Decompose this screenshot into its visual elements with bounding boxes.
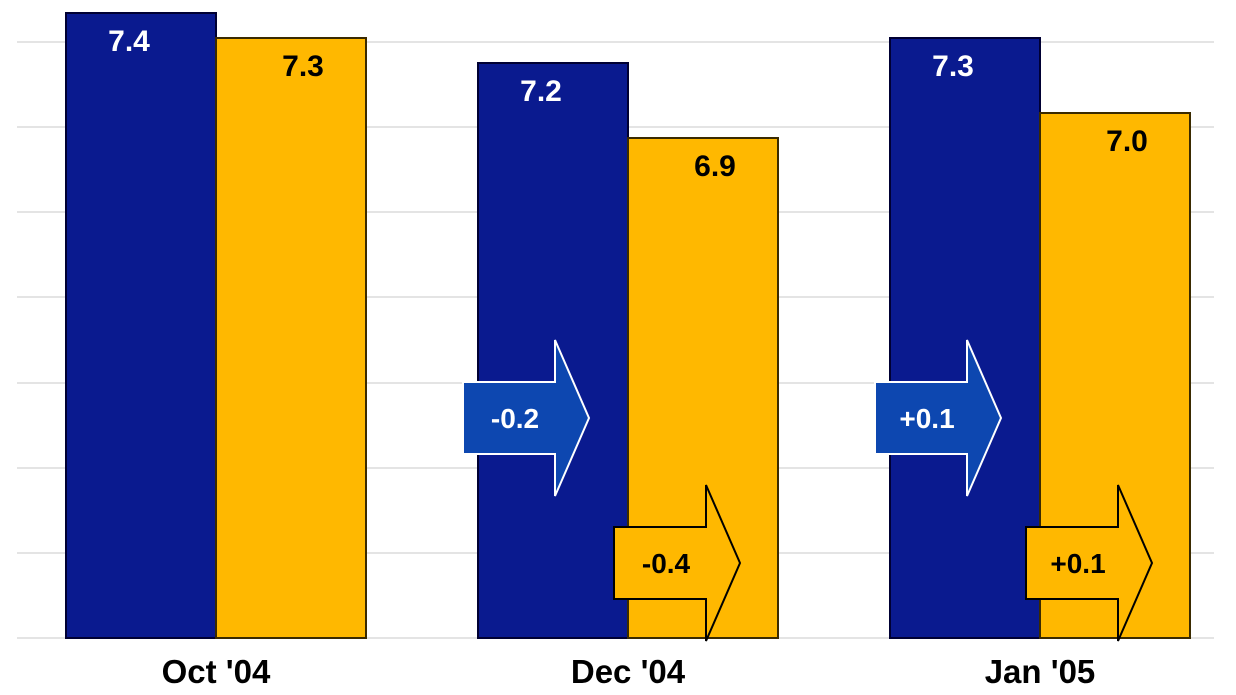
data-label: 7.2 <box>520 75 562 108</box>
change-arrow-0: -0.2 <box>462 339 591 497</box>
change-label: +0.1 <box>899 403 954 434</box>
arrow-shape <box>874 339 1003 497</box>
change-label: -0.4 <box>642 548 691 579</box>
change-arrow-3: +0.1 <box>1025 484 1154 642</box>
bar-navy-2 <box>889 37 1041 639</box>
data-label: 7.0 <box>1106 125 1148 158</box>
data-label: 7.4 <box>108 25 150 58</box>
category-label: Jan '05 <box>985 653 1096 690</box>
bar-navy-1 <box>477 62 629 639</box>
category-label: Oct '04 <box>162 653 271 690</box>
data-label: 6.9 <box>694 150 736 183</box>
change-arrow-1: -0.4 <box>613 484 742 642</box>
data-label: 7.3 <box>282 50 324 83</box>
change-label: +0.1 <box>1050 548 1105 579</box>
change-label: -0.2 <box>491 403 539 434</box>
labels: 7.4 7.3 Oct '04 7.2 6.9 Dec '04 7.3 7.0 Jan '05 <box>108 25 1148 690</box>
arrow-shape <box>462 339 591 497</box>
category-label: Dec '04 <box>571 653 686 690</box>
bar-gold-0 <box>215 37 367 639</box>
change-arrows: -0.2 -0.4 +0.1 +0.1 <box>462 339 1154 642</box>
data-label: 7.3 <box>932 50 974 83</box>
change-arrow-2: +0.1 <box>874 339 1003 497</box>
bar-navy-0 <box>65 12 217 639</box>
arrow-shape <box>1025 484 1154 642</box>
arrow-shape <box>613 484 742 642</box>
